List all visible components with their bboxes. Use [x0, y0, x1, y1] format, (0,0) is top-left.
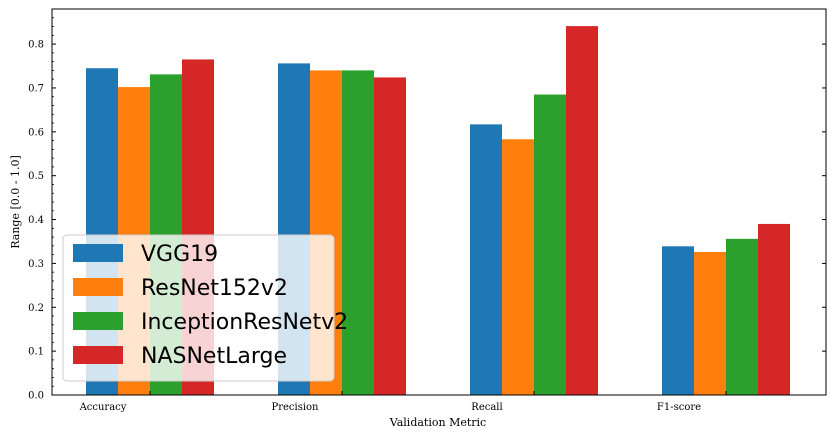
y-tick-label: 0.0 — [28, 391, 44, 402]
y-tick-label: 0.7 — [28, 83, 44, 94]
y-tick-label: 0.3 — [28, 259, 44, 270]
bar-nasnetlarge-recall — [566, 26, 598, 396]
bar-vgg19-f1-score — [662, 246, 694, 395]
legend-box — [62, 234, 335, 382]
x-tick-label: Recall — [471, 402, 502, 413]
legend-swatch — [73, 278, 123, 296]
legend-label: VGG19 — [141, 242, 218, 267]
legend-swatch — [73, 346, 123, 364]
legend-label: NASNetLarge — [141, 344, 287, 369]
bar-resnet152v2-recall — [502, 139, 534, 395]
x-tick-label: Accuracy — [79, 402, 127, 413]
legend-swatch — [73, 312, 123, 330]
y-tick-label: 0.2 — [28, 303, 44, 314]
y-tick-label: 0.5 — [28, 171, 44, 182]
bar-inceptionresnetv2-recall — [534, 94, 566, 395]
x-axis: Accuracy Precision Recall F1-score — [79, 391, 727, 413]
bar-vgg19-recall — [470, 124, 502, 396]
y-tick-label: 0.4 — [28, 215, 44, 226]
y-axis: 0.0 0.1 0.2 0.3 0.4 0.5 0.6 0.7 0.8 — [28, 17, 826, 402]
legend-label: ResNet152v2 — [141, 276, 288, 301]
y-tick-label: 0.6 — [28, 127, 44, 138]
bar-resnet152v2-f1-score — [694, 252, 726, 395]
y-axis-title: Range [0.0 - 1.0] — [9, 155, 22, 249]
x-tick-label: F1-score — [657, 402, 701, 413]
legend-swatch — [73, 244, 123, 262]
y-tick-label: 0.8 — [28, 40, 44, 51]
x-tick-label: Precision — [271, 402, 319, 413]
bar-nasnetlarge-f1-score — [758, 223, 790, 395]
bar-inceptionresnetv2-precision — [342, 70, 374, 395]
x-axis-title: Validation Metric — [389, 416, 486, 429]
legend-label: InceptionResNetv2 — [141, 310, 348, 335]
bar-inceptionresnetv2-f1-score — [726, 238, 758, 395]
legend: VGG19 ResNet152v2 InceptionResNetv2 NASNetL… — [62, 234, 348, 382]
y-tick-label: 0.1 — [28, 347, 44, 358]
bar-nasnetlarge-precision — [374, 77, 406, 395]
